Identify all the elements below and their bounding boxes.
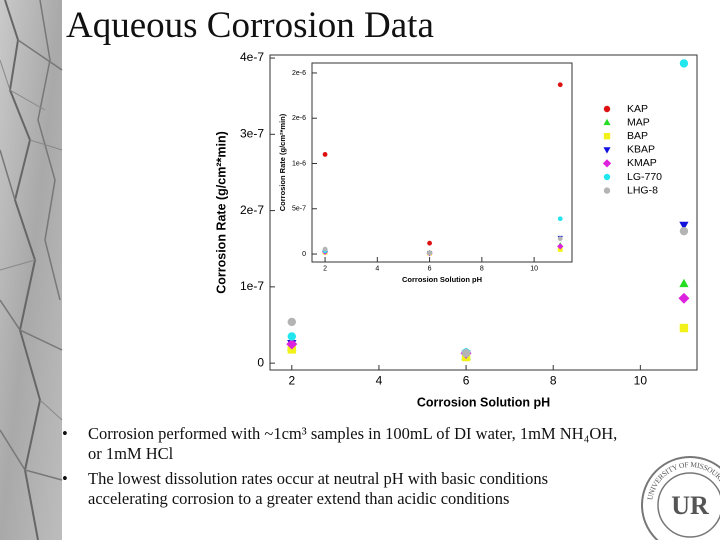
y-tick-label: 1e-7 bbox=[240, 279, 264, 293]
x-tick-label: 6 bbox=[463, 374, 470, 388]
y-tick-label: 2e-7 bbox=[240, 203, 264, 217]
data-point bbox=[679, 221, 689, 231]
legend-label: MAP bbox=[627, 116, 650, 128]
x-tick-label: 8 bbox=[550, 374, 557, 388]
x-tick-label: 10 bbox=[634, 374, 648, 388]
bullet-text: The lowest dissolution rates occur at ne… bbox=[88, 469, 549, 508]
slide-title: Aqueous Corrosion Data bbox=[66, 5, 434, 46]
x-tick-label: 4 bbox=[375, 265, 379, 272]
data-point bbox=[679, 278, 689, 288]
legend-marker bbox=[603, 133, 611, 140]
y-tick-label: 2e-6 bbox=[292, 115, 306, 122]
data-point bbox=[287, 332, 296, 341]
data-point bbox=[287, 317, 296, 327]
data-point bbox=[679, 323, 689, 333]
x-axis-label: Corrosion Solution pH bbox=[417, 395, 550, 409]
data-point bbox=[679, 226, 689, 236]
y-tick-label: 3e-7 bbox=[240, 126, 264, 140]
data-point bbox=[427, 250, 432, 256]
x-tick-label: 10 bbox=[530, 265, 538, 272]
data-point bbox=[322, 152, 328, 157]
legend-marker bbox=[603, 118, 611, 126]
data-points bbox=[321, 82, 564, 257]
x-tick-label: 2 bbox=[323, 265, 327, 272]
data-point bbox=[557, 247, 563, 252]
logo-monogram: UR bbox=[671, 491, 709, 520]
y-tick-label: 0 bbox=[302, 251, 306, 258]
legend-marker bbox=[603, 147, 611, 154]
bullet-item: • The lowest dissolution rates occur at n… bbox=[62, 469, 549, 508]
bullet-list: • Corrosion performed with ~1cm³ samples … bbox=[62, 424, 622, 514]
data-point bbox=[679, 59, 689, 68]
legend-marker bbox=[603, 187, 611, 194]
data-point bbox=[461, 349, 471, 358]
y-tick-label: 5e-7 bbox=[292, 206, 306, 213]
data-points bbox=[286, 59, 690, 362]
legend-marker bbox=[603, 105, 611, 113]
data-point bbox=[427, 240, 432, 246]
y-tick-label: 4e-7 bbox=[240, 50, 264, 64]
data-point bbox=[557, 236, 563, 242]
legend-label: BAP bbox=[627, 130, 648, 142]
x-tick-label: 6 bbox=[428, 265, 432, 272]
data-point bbox=[557, 243, 564, 250]
y-tick-label: 1e-6 bbox=[292, 160, 306, 167]
legend-label: LHG-8 bbox=[627, 184, 658, 196]
x-axis-label: Corrosion Solution pH bbox=[402, 275, 482, 284]
y-axis-label: Corrosion Rate (g/cm²*min) bbox=[214, 131, 228, 294]
legend-label: LG-770 bbox=[627, 171, 662, 183]
bullet-item: • Corrosion performed with ~1cm³ samples … bbox=[62, 424, 618, 463]
y-tick-label: 0 bbox=[257, 355, 264, 369]
data-point bbox=[678, 292, 690, 304]
inset-chart: 2 4 6 8 10 0 5e-7 1e-6 2e-6 2e-6 Corrosion Solutio… bbox=[278, 62, 573, 284]
x-tick-label: 2 bbox=[288, 374, 295, 388]
data-point bbox=[322, 246, 328, 252]
texture-strip bbox=[0, 0, 63, 540]
data-point bbox=[557, 216, 563, 222]
legend-label: KBAP bbox=[627, 144, 655, 156]
bullet-text: Corrosion performed with ~1cm³ samples i… bbox=[88, 424, 618, 463]
data-point bbox=[286, 338, 298, 350]
plot-frame bbox=[311, 62, 573, 263]
x-tick-label: 8 bbox=[480, 265, 484, 272]
legend-marker bbox=[602, 159, 612, 168]
y-axis-label: Corrosion Rate (g/cm²*min) bbox=[278, 113, 287, 211]
legend-marker bbox=[603, 173, 611, 181]
y-tick-label: 2e-6 bbox=[292, 70, 306, 77]
legend-label: KMAP bbox=[627, 157, 657, 169]
data-point bbox=[557, 82, 563, 88]
legend-label: KAP bbox=[627, 103, 648, 115]
x-tick-label: 4 bbox=[376, 374, 383, 388]
logo: UNIVERSITY OF MISSOURI-ROLLA UR bbox=[641, 456, 720, 540]
